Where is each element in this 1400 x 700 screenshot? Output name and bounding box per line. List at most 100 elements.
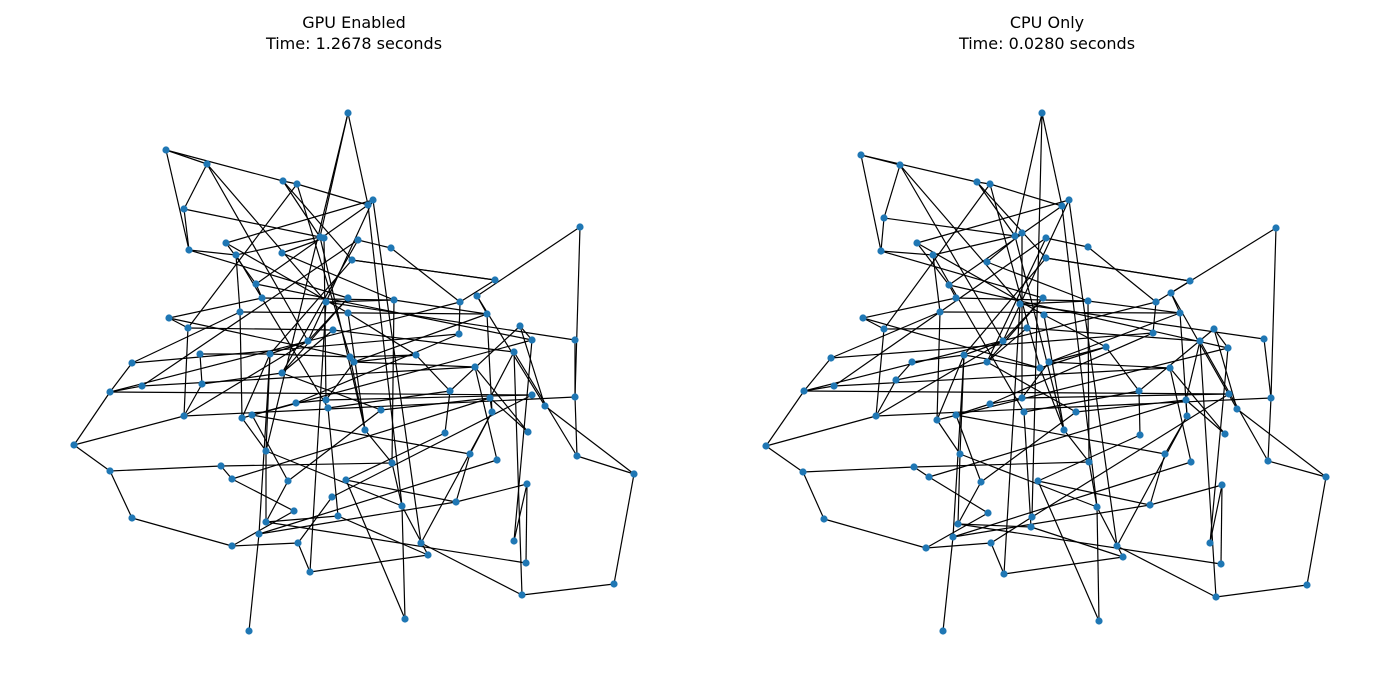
cpu-graph-edge — [1023, 411, 1032, 528]
gpu-graph-edge — [332, 329, 515, 353]
gpu-graph-node — [401, 615, 409, 623]
cpu-graph-edge — [925, 542, 992, 549]
gpu-graph-node — [610, 580, 618, 588]
gpu-graph-edge — [331, 394, 533, 498]
cpu-graph-node — [973, 178, 981, 186]
gpu-graph-node — [203, 160, 211, 168]
cpu-graph-edge — [1116, 545, 1217, 598]
cpu-graph-node — [1233, 405, 1241, 413]
cpu-graph-node — [1039, 294, 1047, 302]
gpu-graph-node — [329, 326, 337, 334]
gpu-graph-edge — [231, 542, 299, 547]
cpu-graph-node — [1018, 229, 1026, 237]
gpu-graph-edge — [489, 351, 515, 399]
cpu-graph-edge — [955, 297, 1089, 302]
cpu-graph-node — [1267, 394, 1275, 402]
gpu-graph-node — [377, 406, 385, 414]
gpu-graph-edge — [357, 239, 392, 249]
cpu-graph-edge — [1048, 312, 1181, 363]
cpu-graph-edge — [942, 536, 954, 632]
cpu-graph-node — [1093, 503, 1101, 511]
gpu-graph-node — [342, 476, 350, 484]
gpu-graph-edge — [351, 259, 496, 281]
gpu-graph-edge — [574, 226, 581, 398]
cpu-graph-node — [1210, 325, 1218, 333]
cpu-graph-node — [857, 151, 865, 159]
gpu-graph-edge — [401, 505, 429, 556]
gpu-graph-node — [128, 359, 136, 367]
gpu-graph-edge — [420, 411, 493, 544]
gpu-graph-edge — [251, 402, 297, 416]
cpu-graph-node — [1065, 196, 1073, 204]
gpu-graph-edge — [188, 249, 349, 299]
cpu-graph-node — [983, 358, 991, 366]
gpu-graph-edge — [251, 414, 289, 482]
cpu-graph-edge — [976, 181, 1047, 259]
cpu-graph-edge — [1185, 399, 1226, 435]
cpu-graph-edge — [880, 250, 1044, 299]
cpu-graph-node — [945, 281, 953, 289]
cpu-graph-edge — [936, 354, 965, 421]
gpu-graph-edge — [131, 311, 241, 364]
gpu-graph-edge — [241, 417, 267, 452]
gpu-graph-edge — [269, 340, 309, 355]
gpu-graph-node — [162, 146, 170, 154]
gpu-graph-node — [541, 402, 549, 410]
gpu-graph-node — [185, 246, 193, 254]
gpu-graph-node — [571, 336, 579, 344]
gpu-graph-edge — [513, 339, 533, 542]
cpu-graph-edge — [1023, 390, 1140, 413]
gpu-graph-edges — [73, 112, 635, 632]
gpu-graph-node — [306, 568, 314, 576]
cpu-graph-edge — [939, 311, 1181, 314]
cpu-graph-edge — [802, 471, 825, 520]
panel-title-cpu-time: Time: 0.0280 seconds — [958, 34, 1136, 53]
cpu-graph-edge — [1270, 227, 1277, 399]
cpu-graph-node — [936, 308, 944, 316]
gpu-graph-node — [294, 539, 302, 547]
gpu-graph-edge — [258, 353, 271, 535]
cpu-graph-node — [922, 544, 930, 552]
gpu-graph-edge — [281, 239, 359, 374]
gpu-graph-edge — [444, 390, 451, 434]
cpu-graph-edge — [957, 523, 1222, 565]
cpu-graph-edge — [986, 327, 1028, 363]
gpu-graph-node — [488, 408, 496, 416]
cpu-graph-node — [1038, 109, 1046, 117]
gpu-graph-edge — [258, 459, 498, 535]
cpu-graph-node — [1264, 457, 1272, 465]
cpu-graph-edge — [925, 512, 989, 549]
cpu-graph-edge — [1037, 434, 1141, 482]
cpu-graph-node — [952, 294, 960, 302]
gpu-graph-node — [528, 336, 536, 344]
gpu-graph-edge — [458, 301, 461, 335]
cpu-graph-node — [1018, 394, 1026, 402]
gpu-graph-node — [473, 292, 481, 300]
gpu-graph-edge — [73, 444, 111, 472]
gpu-graph-node — [278, 369, 286, 377]
gpu-graph-edge — [183, 383, 203, 417]
cpu-graph-node — [1225, 390, 1233, 398]
cpu-graph-node — [877, 247, 885, 255]
cpu-graph-node — [986, 400, 994, 408]
cpu-graph-edge — [1236, 408, 1327, 478]
gpu-graph-edge — [309, 301, 327, 573]
cpu-graph-node — [892, 376, 900, 384]
gpu-graph-edge — [235, 254, 329, 409]
cpu-graph-edge — [1149, 484, 1223, 506]
gpu-graph-edge — [309, 554, 429, 573]
cpu-graph-node — [1183, 412, 1191, 420]
gpu-graph-node — [522, 559, 530, 567]
gpu-graph-node — [196, 350, 204, 358]
gpu-graph-edge — [401, 505, 406, 620]
cpu-graph-node — [830, 382, 838, 390]
gpu-graph-node — [516, 322, 524, 330]
gpu-graph-edge — [420, 542, 523, 596]
cpu-graph-node — [1206, 539, 1214, 547]
cpu-graph-edge — [952, 504, 1151, 538]
cpu-graph-node — [1146, 501, 1154, 509]
gpu-graph-edge — [206, 163, 327, 303]
gpu-graph-node — [255, 530, 263, 538]
cpu-graph-node — [1218, 481, 1226, 489]
cpu-graph-node — [977, 478, 985, 486]
